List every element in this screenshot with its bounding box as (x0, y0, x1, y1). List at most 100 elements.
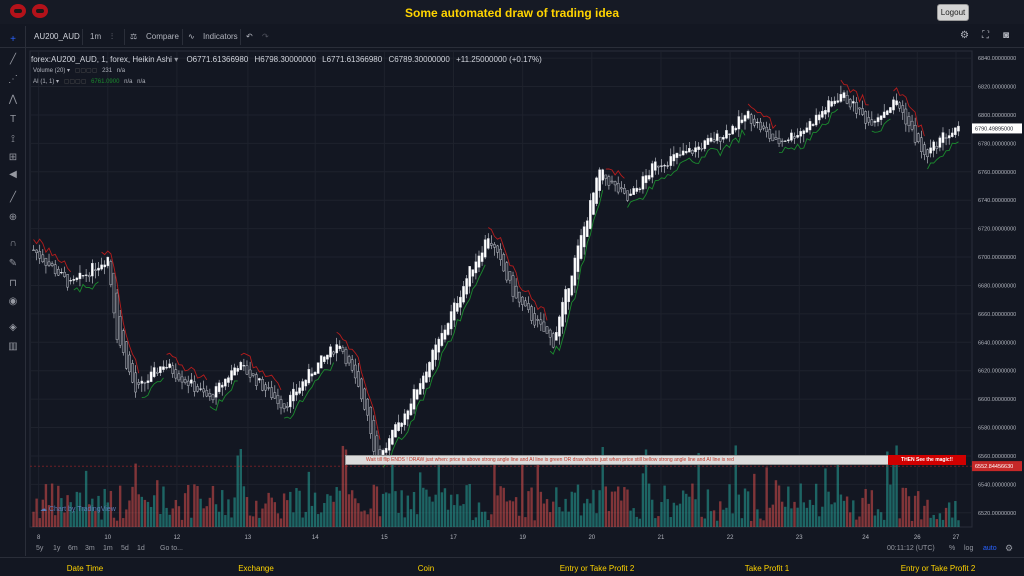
tradingview-watermark[interactable]: ☁ Chart by TradingView (40, 505, 116, 513)
drawing-toolbar: + ╱ ⋰ ⋀ T ⟟ ⊞ ◀ ╱ ⊕ ∩ ✎ ⊓ ◉ ◈ ▥ (0, 26, 26, 556)
volume-bar (635, 516, 638, 527)
candle (449, 311, 453, 330)
footer-tp1[interactable]: Take Profit 1 (744, 564, 790, 573)
settings-icon[interactable]: ⚙ (1005, 543, 1014, 553)
volume-label[interactable]: Volume (20) (33, 68, 66, 74)
range-1d[interactable]: 1d (137, 545, 145, 552)
indicators-button[interactable]: Indicators (203, 32, 238, 41)
chevron-down-icon[interactable]: ▾ (174, 55, 179, 64)
range-3m[interactable]: 3m (85, 545, 95, 552)
candle (341, 347, 345, 352)
volume-bar (369, 508, 372, 527)
candle (47, 261, 51, 266)
volume-bar (740, 518, 744, 527)
candle (598, 169, 601, 191)
candle (78, 272, 82, 280)
candle (561, 301, 564, 327)
x-tick-label: 15 (381, 535, 388, 541)
volume-bar (793, 501, 796, 527)
candle (638, 188, 642, 191)
footer-entry-tp2-b[interactable]: Entry or Take Profit 2 (900, 564, 976, 573)
candle (282, 403, 286, 409)
legend-buttons-icon[interactable]: ▢▢▢▢ (63, 79, 87, 85)
goto-button[interactable]: Go to... (160, 545, 183, 552)
back-arrow-icon[interactable]: ◀ (9, 169, 17, 180)
candle (527, 303, 530, 310)
fullscreen-icon[interactable]: ⛶ (982, 30, 989, 41)
volume-bar (338, 490, 341, 527)
percent-toggle[interactable]: % (949, 545, 956, 552)
interval-button[interactable]: 1m (90, 32, 102, 41)
candle (366, 398, 369, 416)
volume-bar (938, 513, 942, 527)
clock-time[interactable]: 00:11:12 (UTC) (887, 545, 935, 552)
volume-bar (304, 511, 307, 527)
candle (387, 438, 391, 451)
eye-icon[interactable]: ◉ (8, 296, 18, 307)
strategy-annotation: Wait till flip ENDS ! DRAW just when: pr… (345, 455, 889, 465)
volume-legend: Volume (20) ▾ ▢▢▢▢ 231 n/a (33, 67, 125, 74)
legend-main[interactable]: forex:AU200_AUD, 1, forex, Heikin Ashi (31, 55, 172, 64)
lock-icon[interactable]: ⊓ (9, 278, 17, 289)
pencil-icon[interactable]: ✎ (8, 258, 18, 269)
volume-bar (440, 492, 444, 527)
camera-icon[interactable]: ◙ (1003, 30, 1010, 41)
y-tick-label: 6540.00000000 (978, 482, 1016, 488)
volume-bar (159, 514, 162, 527)
compare-button[interactable]: Compare (146, 32, 179, 41)
volume-bar (146, 501, 150, 527)
candle (409, 403, 413, 416)
magnet-icon[interactable]: ∩ (9, 238, 17, 249)
price-chart[interactable]: 6840.00000000 6820.00000000 6800.00000000 6… (27, 49, 1024, 557)
bottom-bar: 5y 1y 6m 3m 1m 5d 1d Go to... 00:11:12 (… (27, 542, 1024, 556)
candle (805, 127, 809, 133)
undo-icon[interactable]: ↶ (246, 32, 253, 41)
trash-icon[interactable]: ▥ (8, 341, 18, 352)
measure-icon[interactable]: ⊞ (8, 152, 18, 163)
auto-toggle[interactable]: auto (983, 545, 997, 552)
settings-icon[interactable]: ⚙ (960, 30, 969, 41)
text-icon[interactable]: T (9, 114, 17, 125)
legend-buttons-icon[interactable]: ▢▢▢▢ (74, 68, 98, 74)
symbol-search[interactable]: AU200_AUD (34, 32, 80, 41)
fib-icon[interactable]: ⋰ (8, 74, 18, 85)
candle (261, 379, 264, 391)
range-5d[interactable]: 5d (121, 545, 129, 552)
log-toggle[interactable]: log (964, 545, 974, 552)
footer-date-time[interactable]: Date Time (66, 564, 104, 573)
candle (372, 420, 376, 452)
candle (227, 377, 230, 383)
range-5y[interactable]: 5y (36, 545, 44, 552)
ai-label[interactable]: AI (1, 1) (33, 79, 55, 85)
zoom-icon[interactable]: ⊕ (8, 212, 18, 223)
ruler-icon[interactable]: ╱ (9, 192, 17, 203)
volume-bar (196, 486, 199, 527)
volume-bar (836, 458, 840, 527)
trend-line-icon[interactable]: ╱ (9, 54, 17, 65)
logout-button[interactable]: Logout (937, 4, 969, 21)
layers-icon[interactable]: ◈ (9, 322, 17, 333)
volume-bar (582, 503, 586, 527)
candle (193, 381, 196, 392)
pattern-icon[interactable]: ⋀ (8, 94, 18, 105)
volume-bar (125, 509, 128, 527)
footer-coin[interactable]: Coin (417, 564, 435, 573)
candle (125, 341, 128, 369)
candle (335, 344, 338, 354)
range-1y[interactable]: 1y (53, 545, 61, 552)
chevron-down-icon[interactable]: ▾ (56, 79, 60, 85)
crosshair-icon[interactable]: + (10, 34, 16, 45)
volume-bar (923, 505, 926, 527)
chevron-down-icon[interactable]: ▾ (67, 68, 71, 74)
volume-bar (431, 501, 434, 527)
range-6m[interactable]: 6m (68, 545, 78, 552)
candle (319, 355, 323, 369)
footer-entry-tp2[interactable]: Entry or Take Profit 2 (559, 564, 635, 573)
redo-icon[interactable]: ↷ (262, 32, 269, 41)
range-1m[interactable]: 1m (103, 545, 113, 552)
candle (230, 370, 233, 381)
projection-icon[interactable]: ⟟ (11, 134, 15, 145)
chart-type-icon[interactable]: ⫶ (111, 32, 113, 41)
footer-exchange[interactable]: Exchange (238, 564, 274, 573)
candle (480, 252, 484, 262)
